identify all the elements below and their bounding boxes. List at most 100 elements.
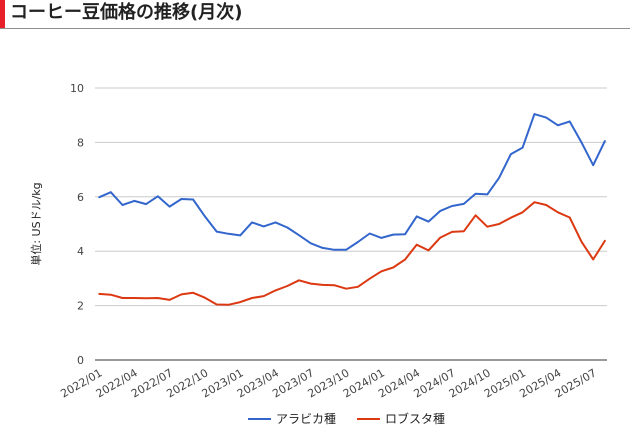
- data-point: [392, 266, 394, 269]
- y-tick-label: 0: [77, 354, 84, 367]
- data-point: [415, 243, 418, 246]
- data-point: [545, 116, 547, 119]
- data-point: [521, 211, 524, 214]
- data-point: [251, 221, 253, 224]
- y-axis-label: 単位: USドル/kg: [29, 182, 43, 265]
- data-point: [498, 223, 500, 225]
- data-point: [168, 205, 171, 208]
- data-point: [568, 120, 571, 123]
- data-point: [109, 293, 112, 296]
- data-point: [415, 215, 418, 218]
- y-tick-label: 2: [77, 300, 84, 313]
- data-point: [533, 201, 536, 204]
- data-point: [357, 241, 359, 243]
- data-point: [157, 195, 159, 198]
- data-point: [580, 141, 583, 144]
- data-point: [121, 297, 124, 299]
- data-point: [192, 292, 194, 294]
- data-point: [168, 299, 171, 301]
- series-line: [98, 201, 606, 306]
- data-point: [368, 277, 371, 280]
- data-point: [357, 286, 359, 288]
- data-point: [133, 200, 136, 202]
- data-point: [145, 297, 147, 300]
- data-point: [474, 193, 477, 195]
- data-point: [227, 303, 230, 306]
- y-tick-label: 10: [70, 82, 84, 95]
- data-point: [462, 203, 465, 205]
- series-2: [98, 201, 606, 306]
- data-point: [439, 236, 442, 239]
- data-point: [239, 234, 242, 237]
- data-point: [462, 230, 465, 233]
- data-point: [498, 176, 500, 179]
- data-point: [474, 214, 477, 217]
- data-point: [98, 293, 100, 295]
- data-point: [380, 270, 383, 273]
- data-point: [109, 191, 112, 193]
- data-point: [592, 258, 595, 261]
- data-point: [274, 289, 277, 292]
- data-point: [557, 211, 559, 214]
- data-point: [180, 198, 183, 200]
- legend: アラビカ種 ロブスタ種: [248, 411, 445, 426]
- legend-label: ロブスタ種: [385, 411, 445, 426]
- data-point: [580, 240, 583, 243]
- data-point: [251, 297, 253, 299]
- data-point: [215, 230, 218, 233]
- data-point: [133, 297, 136, 299]
- data-point: [227, 232, 230, 235]
- data-point: [404, 233, 406, 236]
- data-point: [321, 284, 324, 286]
- page-header: コーヒー豆価格の推移(月次): [0, 0, 630, 29]
- legend-label: アラビカ種: [276, 412, 336, 426]
- data-point: [321, 247, 324, 249]
- series-1: [98, 113, 606, 251]
- data-point: [510, 216, 512, 219]
- data-point: [592, 164, 595, 167]
- data-point: [427, 220, 430, 223]
- data-point: [568, 216, 571, 219]
- y-tick-label: 4: [77, 245, 84, 258]
- data-point: [604, 139, 606, 142]
- data-point: [439, 210, 442, 212]
- data-point: [239, 301, 242, 303]
- data-point: [262, 295, 265, 297]
- data-point: [262, 225, 265, 228]
- data-point: [521, 146, 524, 149]
- data-point: [604, 239, 606, 242]
- data-point: [298, 279, 300, 282]
- data-point: [345, 287, 347, 290]
- data-point: [310, 242, 312, 245]
- data-point: [145, 203, 147, 205]
- data-point: [333, 284, 336, 286]
- data-point: [486, 225, 489, 228]
- data-point: [286, 226, 289, 229]
- data-point: [215, 303, 218, 306]
- series-line: [98, 113, 606, 251]
- data-point: [486, 193, 489, 196]
- data-point: [310, 282, 312, 285]
- data-point: [98, 196, 100, 199]
- data-point: [451, 231, 453, 233]
- data-point: [192, 198, 194, 201]
- data-point: [345, 249, 347, 251]
- data-point: [204, 296, 206, 299]
- data-point: [451, 205, 453, 207]
- data-point: [274, 221, 277, 224]
- y-tick-label: 6: [77, 191, 84, 204]
- y-tick-label: 8: [77, 136, 84, 149]
- data-point: [121, 204, 124, 206]
- data-point: [368, 232, 371, 235]
- data-point: [510, 153, 512, 155]
- data-point: [545, 204, 547, 206]
- data-point: [392, 233, 394, 236]
- data-point: [380, 237, 383, 239]
- data-point: [557, 124, 559, 127]
- data-point: [427, 249, 430, 252]
- data-point: [298, 234, 300, 236]
- data-point: [157, 297, 159, 299]
- data-point: [286, 285, 289, 287]
- title-accent-bar: [0, 0, 5, 28]
